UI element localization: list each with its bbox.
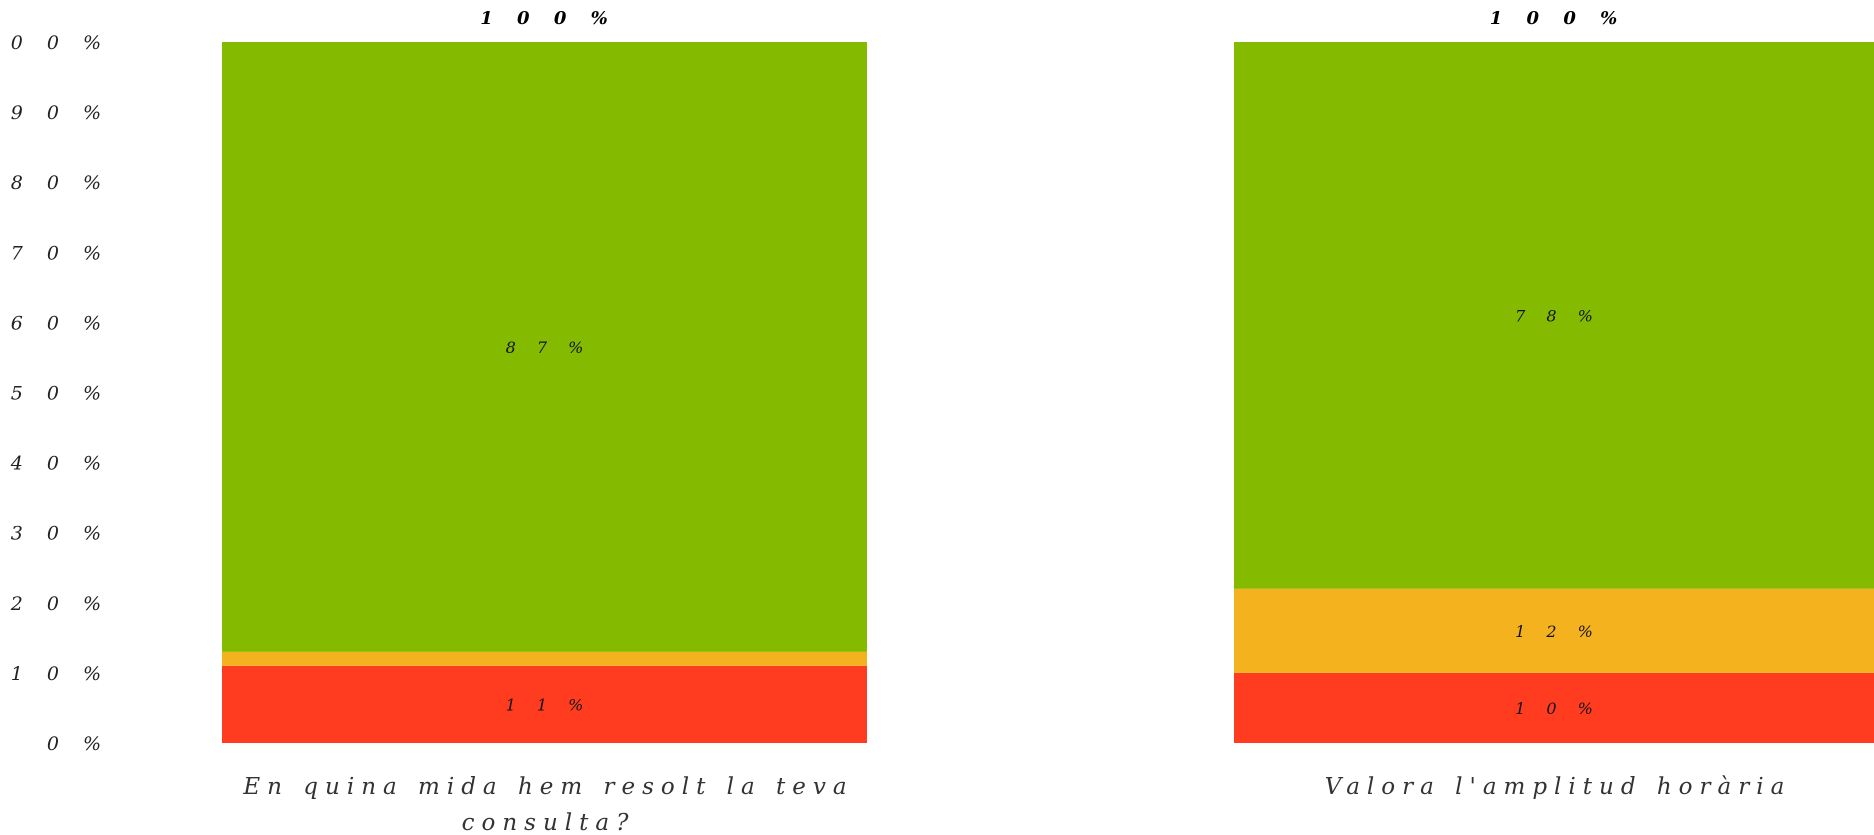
y-tick-label: 7 0 % [11,242,110,264]
x-category-label: consulta? [462,810,636,835]
total-label: 1 0 0 % [480,8,616,29]
data-labels: 1 1 % 8 7 % 1 0 0 % 1 0 % 1 2 % 7 8 % 1 0 0 % [480,8,1626,718]
y-tick-label: 8 0 % [11,172,110,194]
y-tick-label: 4 0 % [10,453,110,475]
bar-segment [222,42,867,652]
bars [222,42,1874,743]
data-label: 1 0 % [1515,699,1601,718]
bar-segment [1234,672,1874,743]
y-tick-label: 6 0 % [11,312,110,334]
data-label: 1 2 % [1515,622,1601,641]
bar-segment [222,665,867,743]
y-axis: 0 % 1 0 % 2 0 % 3 0 % 4 0 % 5 0 % 6 0 % 7 0 % 8 … [0,32,110,755]
x-axis-categories: En quina mida hem resolt la teva consulta… [242,774,1792,835]
y-tick-label: 1 0 0 % [0,32,110,54]
x-category-label: En quina mida hem resolt la teva [242,774,853,800]
x-category-label: Valora l'amplitud horària [1325,774,1792,800]
y-tick-label: 9 0 % [11,102,110,124]
bar-segment [1234,588,1874,673]
y-tick-label: 3 0 % [11,523,110,545]
y-tick-label: 5 0 % [11,383,110,405]
data-label: 7 8 % [1515,306,1601,325]
y-tick-label: 0 % [47,733,110,755]
y-tick-label: 2 0 % [10,593,110,615]
bar-segment [222,651,867,666]
y-tick-label: 1 0 % [11,663,110,685]
data-label: 8 7 % [506,338,592,357]
data-label: 1 1 % [506,695,592,714]
bar-segment [1234,42,1874,589]
total-label: 1 0 0 % [1490,8,1626,29]
